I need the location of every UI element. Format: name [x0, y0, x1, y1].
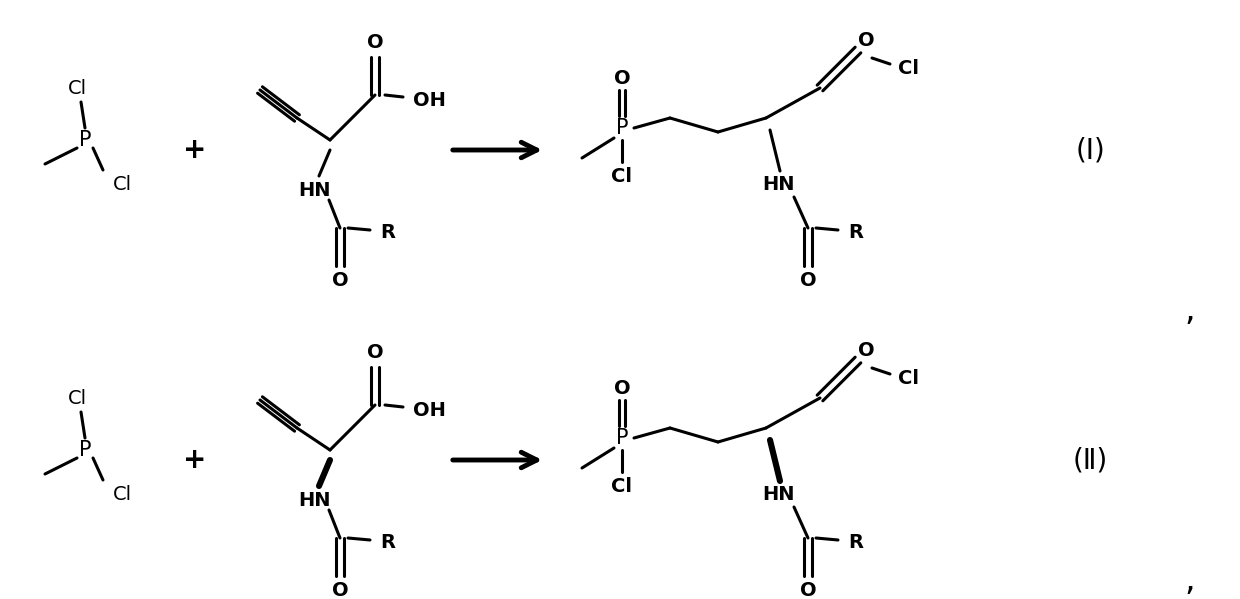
- Text: O: O: [614, 379, 630, 398]
- Text: HN: HN: [299, 180, 331, 199]
- Text: OH: OH: [413, 401, 446, 419]
- Text: O: O: [800, 580, 816, 599]
- Text: O: O: [800, 271, 816, 289]
- Text: O: O: [367, 343, 383, 362]
- Text: O: O: [331, 580, 348, 599]
- Text: Cl: Cl: [67, 78, 87, 98]
- Text: O: O: [367, 34, 383, 53]
- Text: Cl: Cl: [611, 476, 632, 495]
- Text: O: O: [614, 68, 630, 87]
- Text: P: P: [79, 130, 92, 150]
- Text: R: R: [848, 534, 863, 552]
- Text: Cl: Cl: [67, 389, 87, 407]
- Text: Cl: Cl: [113, 485, 133, 504]
- Text: R: R: [848, 223, 863, 243]
- Text: Cl: Cl: [898, 368, 919, 388]
- Text: P: P: [79, 440, 92, 460]
- Text: HN: HN: [761, 176, 795, 195]
- Text: Cl: Cl: [898, 59, 919, 77]
- Text: P: P: [616, 428, 629, 448]
- Text: O: O: [858, 31, 874, 50]
- Text: HN: HN: [761, 486, 795, 504]
- Text: (Ⅰ): (Ⅰ): [1075, 136, 1105, 164]
- Text: P: P: [616, 118, 629, 138]
- Text: O: O: [331, 271, 348, 289]
- Text: ,: ,: [1184, 294, 1195, 326]
- Text: O: O: [858, 340, 874, 359]
- Text: ,: ,: [1184, 564, 1195, 597]
- Text: R: R: [379, 534, 396, 552]
- Text: HN: HN: [299, 491, 331, 510]
- Text: R: R: [379, 223, 396, 243]
- Text: Cl: Cl: [113, 174, 133, 193]
- Text: +: +: [184, 136, 207, 164]
- Text: Cl: Cl: [611, 167, 632, 186]
- Text: +: +: [184, 446, 207, 474]
- Text: OH: OH: [413, 90, 446, 110]
- Text: (Ⅱ): (Ⅱ): [1073, 446, 1107, 474]
